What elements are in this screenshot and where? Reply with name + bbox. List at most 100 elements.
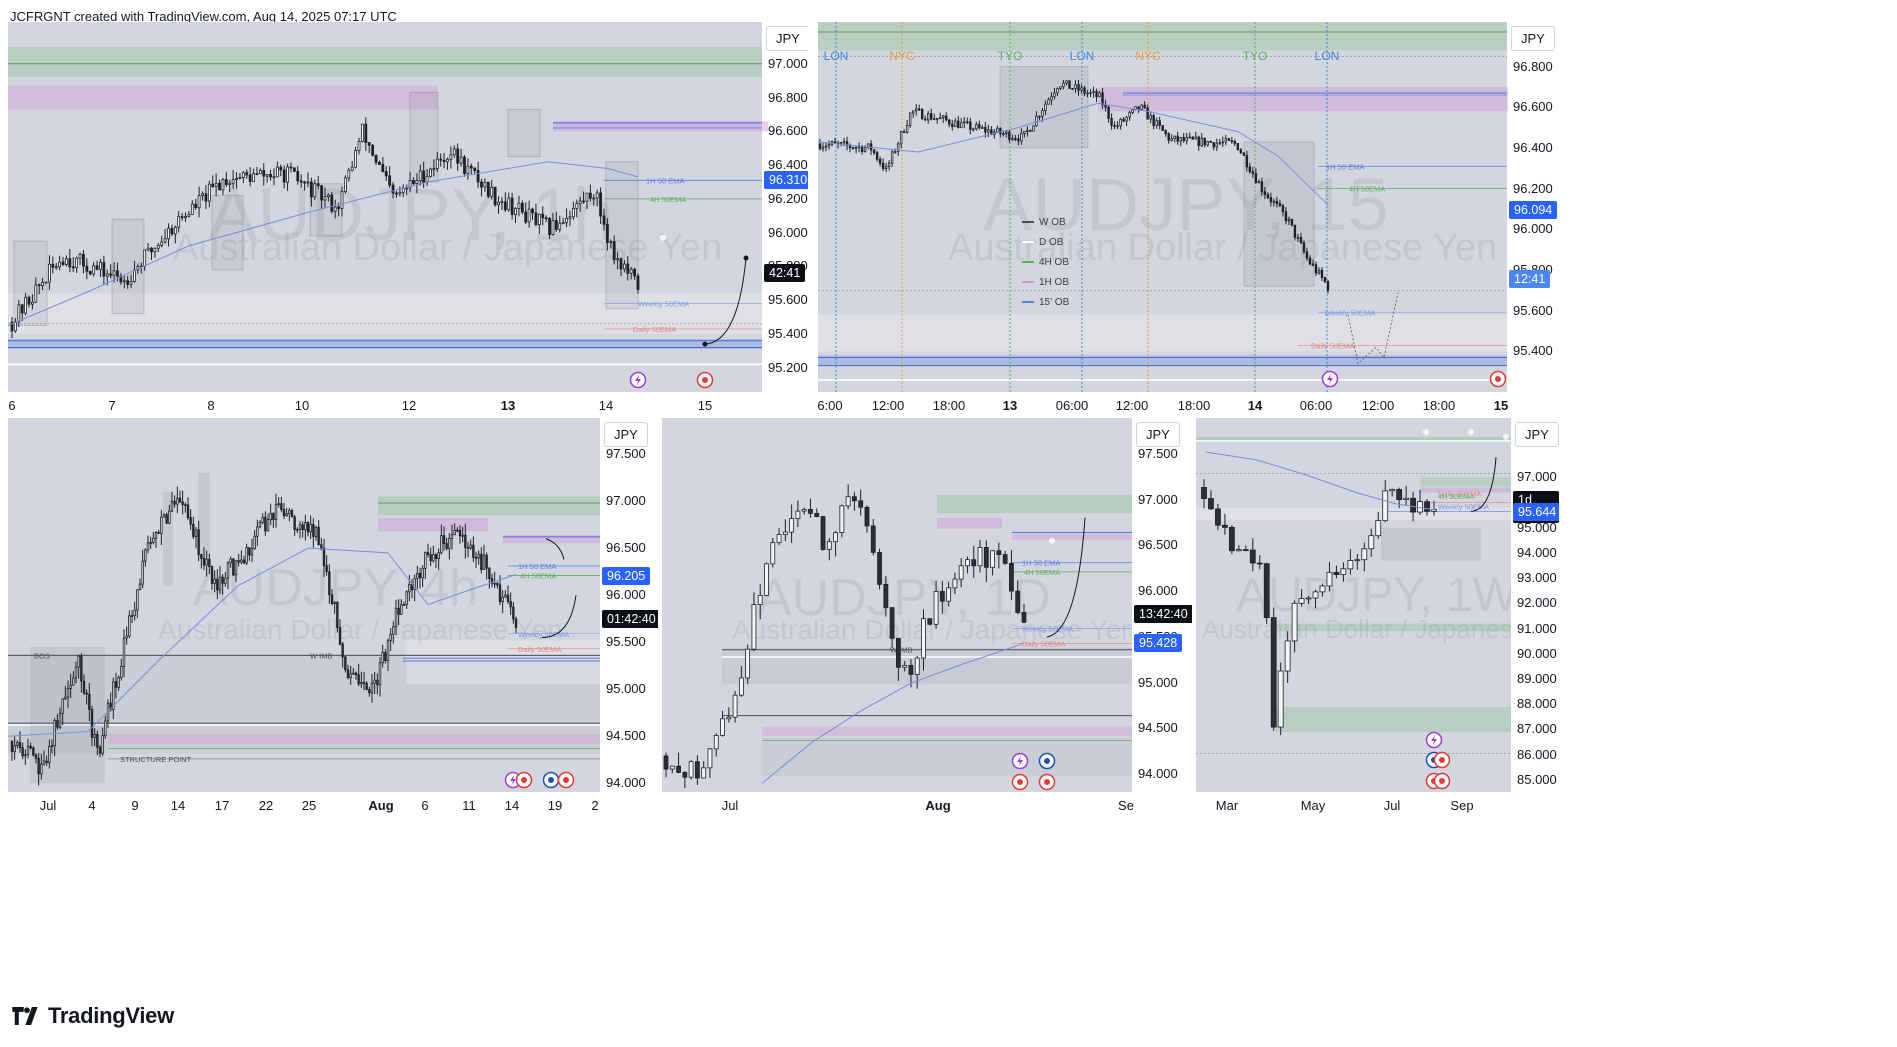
time-tick-label: Se — [1118, 798, 1134, 813]
economic-event-icon[interactable] — [1433, 751, 1451, 769]
chart-attribution: JCFRGNT created with TradingView.com, Au… — [10, 9, 397, 24]
candle — [764, 562, 769, 597]
candle — [378, 160, 381, 166]
candle — [384, 648, 387, 664]
time-axis[interactable] — [8, 792, 658, 814]
candle — [1222, 513, 1228, 535]
candle — [1107, 105, 1110, 123]
au-flag-icon[interactable] — [542, 771, 560, 789]
chart-panel-1d[interactable]: AUDJPY, 1D Australian Dollar / Japanese … — [662, 418, 1192, 814]
candle — [282, 165, 286, 189]
candle — [1305, 247, 1309, 261]
time-axis[interactable] — [1196, 792, 1559, 814]
candle — [432, 159, 436, 177]
flash-event-icon[interactable] — [1425, 731, 1443, 749]
candle — [485, 552, 488, 580]
currency-button[interactable]: JPY — [1511, 26, 1555, 51]
candle — [330, 589, 334, 606]
candle — [688, 760, 694, 780]
candle — [401, 184, 405, 198]
chart-panel-15m[interactable]: AUDJPY, 15 Australian Dollar / Japanese … — [818, 22, 1559, 414]
candle — [347, 167, 351, 182]
candle — [264, 511, 267, 536]
candle — [946, 581, 952, 607]
chart-panel-4h[interactable]: AUDJPY, 4h Australian Dollar / Japanese … — [8, 418, 658, 814]
price-tick-label: 95.400 — [1513, 343, 1553, 359]
candle — [701, 761, 707, 779]
economic-event-icon[interactable] — [557, 771, 575, 789]
candle — [911, 110, 915, 119]
ema-50-curve — [761, 642, 1025, 784]
currency-button[interactable]: JPY — [604, 422, 648, 447]
economic-event-icon[interactable] — [1489, 370, 1507, 388]
ema-1h-label: 1H 50 EMA — [1326, 162, 1364, 171]
candle — [1146, 104, 1149, 120]
candle — [45, 755, 48, 766]
legend-swatch — [1022, 281, 1034, 283]
candle — [858, 489, 864, 516]
currency-button[interactable]: JPY — [1136, 422, 1180, 447]
candle — [299, 174, 303, 188]
candle — [629, 267, 633, 280]
candle — [1242, 545, 1249, 552]
weekly-ema-price-tag: 95.428 — [1134, 634, 1183, 653]
time-axis[interactable] — [662, 792, 1192, 814]
weekly-ema-label: Weekly 50EMA — [1324, 309, 1375, 318]
candle — [397, 599, 400, 626]
ema-4h-label: 4H 50EMA — [650, 195, 686, 204]
candle — [554, 211, 558, 232]
candle — [177, 210, 181, 233]
candle — [1116, 121, 1119, 130]
ema-1h-label: 1H 50 EMA — [646, 176, 684, 185]
chart-panel-1h[interactable]: AUDJPY, 1h Australian Dollar / Japanese … — [8, 22, 808, 414]
flash-event-icon[interactable] — [1321, 370, 1339, 388]
economic-event-icon[interactable] — [1038, 773, 1056, 791]
economic-event-icon[interactable] — [515, 771, 533, 789]
price-axis[interactable] — [1511, 418, 1559, 814]
candle — [1068, 80, 1071, 89]
candle — [852, 491, 857, 511]
economic-event-icon[interactable] — [1433, 772, 1451, 790]
candle — [412, 177, 415, 186]
candle — [99, 258, 102, 277]
candle — [180, 213, 184, 221]
au-flag-icon[interactable] — [1038, 752, 1056, 770]
candle — [490, 573, 494, 588]
flash-event-icon[interactable] — [1011, 752, 1029, 770]
weekly-ema-label: Weekly 50EMA — [1022, 625, 1073, 634]
candle — [1298, 588, 1305, 607]
candle — [480, 547, 483, 574]
candle — [939, 112, 942, 120]
candle — [365, 681, 368, 691]
flash-event-icon[interactable] — [629, 371, 647, 389]
time-axis[interactable] — [8, 392, 808, 414]
time-tick-label: 4 — [88, 798, 96, 813]
currency-button[interactable]: JPY — [1515, 422, 1559, 447]
price-tick-label: 85.000 — [1517, 771, 1557, 787]
candle — [695, 755, 700, 785]
economic-event-icon[interactable] — [1011, 773, 1029, 791]
candle — [1256, 555, 1263, 570]
candle — [354, 671, 358, 680]
currency-button[interactable]: JPY — [766, 26, 808, 51]
chart-canvas[interactable]: 1H 50 EMA 4H 50EMA Weekly 50EMA Daily 50EMA — [8, 22, 808, 414]
candle — [588, 184, 592, 202]
candle — [1002, 550, 1008, 565]
candle — [153, 247, 157, 258]
candle — [439, 153, 443, 167]
candle — [971, 545, 977, 578]
price-tick-label: 96.000 — [1138, 583, 1178, 599]
projection-arrow — [545, 538, 565, 560]
candle — [367, 142, 371, 154]
price-axis[interactable] — [762, 22, 808, 414]
chart-panel-1w[interactable]: AUDJPY, 1W Australian Dollar / Japanese … — [1196, 418, 1559, 814]
time-axis[interactable] — [818, 392, 1559, 414]
chart-canvas[interactable]: 1H 50 EMA 4H 50EMA Weekly 50EMA Daily 50EMA — [818, 22, 1559, 414]
candle — [619, 257, 623, 277]
economic-event-icon[interactable] — [696, 371, 714, 389]
bar-countdown-tag: 01:42:40 — [602, 609, 658, 628]
candle — [1104, 99, 1107, 112]
